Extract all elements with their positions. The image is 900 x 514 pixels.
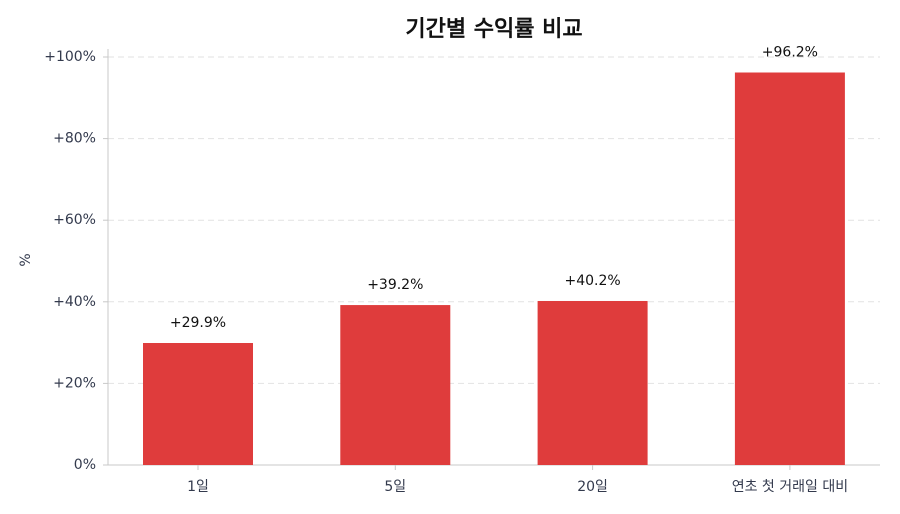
x-tick-label: 1일 [187, 479, 209, 495]
y-tick-label: +40% [53, 294, 96, 310]
chart-title: 기간별 수익률 비교 [405, 17, 582, 42]
value-label: +29.9% [170, 315, 226, 331]
y-axis-label: % [18, 253, 34, 266]
x-tick-label: 5일 [384, 479, 406, 495]
x-tick-label: 20일 [577, 479, 608, 495]
bar [143, 343, 253, 465]
value-label: +40.2% [564, 273, 620, 289]
value-label: +39.2% [367, 277, 423, 293]
bar [537, 300, 648, 465]
y-tick-label: +80% [53, 131, 96, 147]
y-tick-label: 0% [74, 457, 96, 473]
y-tick-label: +100% [44, 49, 96, 65]
y-tick-label: +60% [53, 212, 96, 228]
value-label: +96.2% [762, 45, 818, 61]
bar [340, 305, 451, 465]
x-tick-label: 연초 첫 거래일 대비 [732, 479, 848, 495]
bar [734, 72, 845, 465]
y-tick-label: +20% [53, 375, 96, 391]
